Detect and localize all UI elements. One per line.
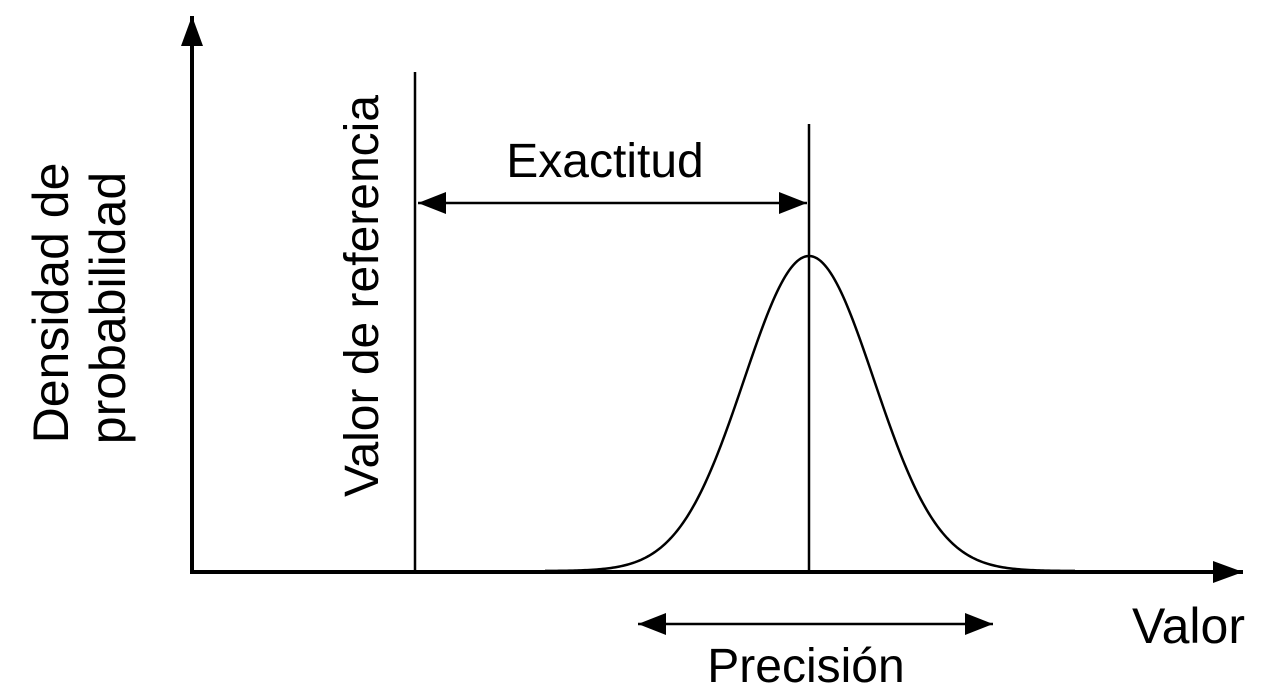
accuracy-label: Exactitud: [506, 135, 703, 188]
x-axis-label: Valor: [1132, 598, 1245, 654]
y-axis-label: Densidad de probabilidad: [23, 163, 136, 445]
y-axis-label-line-1: Densidad de: [23, 163, 79, 444]
probability-density-curve: [544, 254, 1076, 573]
precision-label: Precisión: [707, 640, 904, 693]
reference-value-label: Valor de referencia: [336, 95, 389, 497]
y-axis-label-line-2: probabilidad: [80, 172, 136, 444]
